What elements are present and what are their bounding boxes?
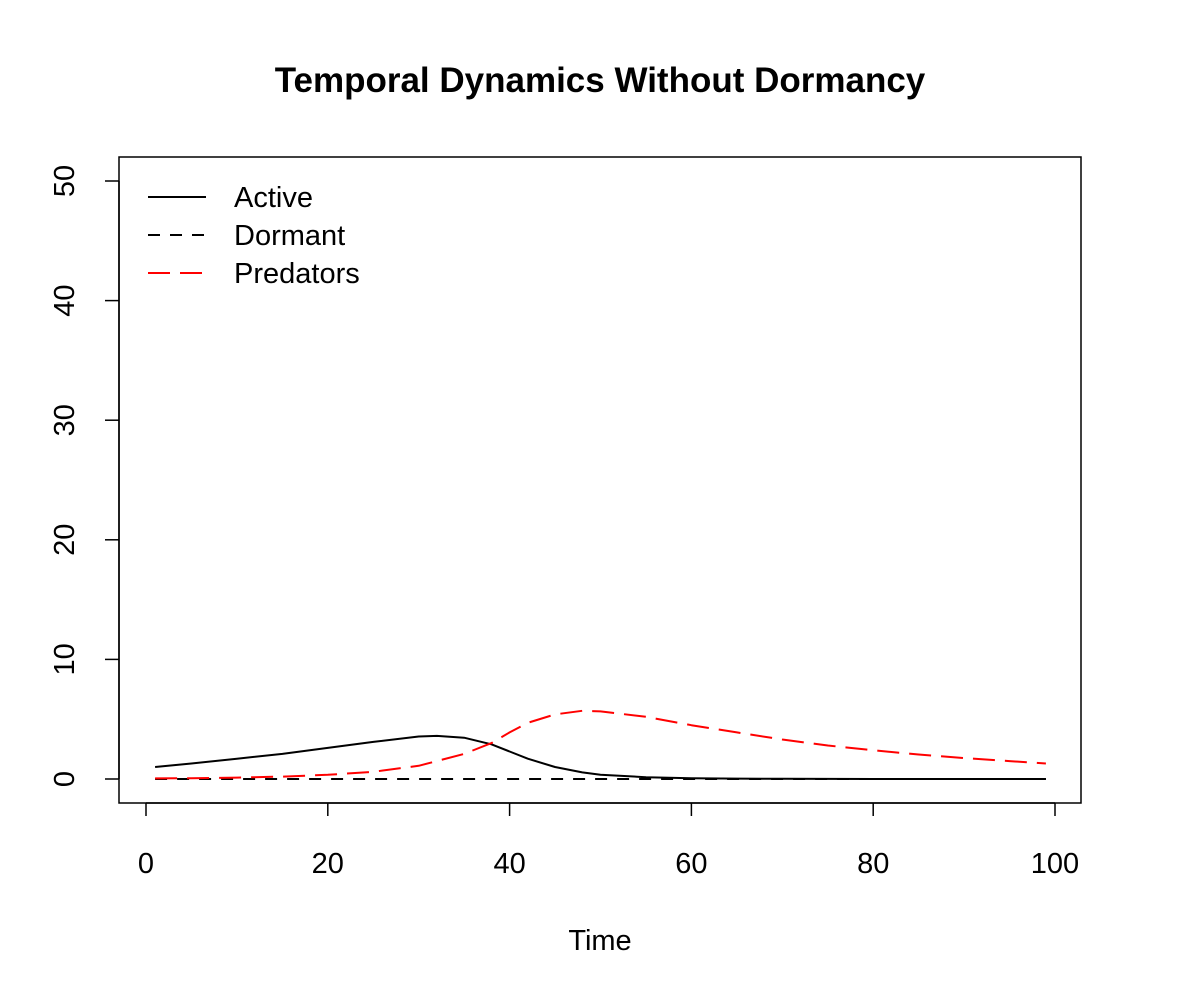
x-tick-label: 60 [675, 848, 707, 880]
x-tick-label: 0 [138, 848, 154, 880]
plot-frame [118, 156, 1082, 804]
x-tick-label: 20 [312, 848, 344, 880]
x-tick-label: 80 [857, 848, 889, 880]
y-tick-label: 20 [49, 524, 81, 556]
y-tick-label: 50 [49, 165, 81, 197]
y-tick-label: 30 [49, 404, 81, 436]
x-axis-label: Time [568, 925, 631, 957]
chart-title: Temporal Dynamics Without Dormancy [275, 61, 926, 100]
y-axis: 0 10 20 30 40 50 [49, 165, 120, 787]
y-tick-label: 40 [49, 284, 81, 316]
legend-label-active: Active [234, 182, 313, 214]
legend-label-predators: Predators [234, 258, 360, 290]
series-line-predators [155, 709, 1046, 780]
y-tick-label: 0 [49, 771, 81, 787]
series-line-active [155, 734, 1046, 780]
x-tick-label: 40 [493, 848, 525, 880]
legend: Active Dormant Predators [148, 182, 360, 290]
x-tick-label: 100 [1031, 848, 1079, 880]
x-axis: 0 20 40 60 80 100 [138, 802, 1079, 880]
series-layer [155, 709, 1046, 780]
legend-label-dormant: Dormant [234, 220, 345, 252]
y-tick-label: 10 [49, 643, 81, 675]
